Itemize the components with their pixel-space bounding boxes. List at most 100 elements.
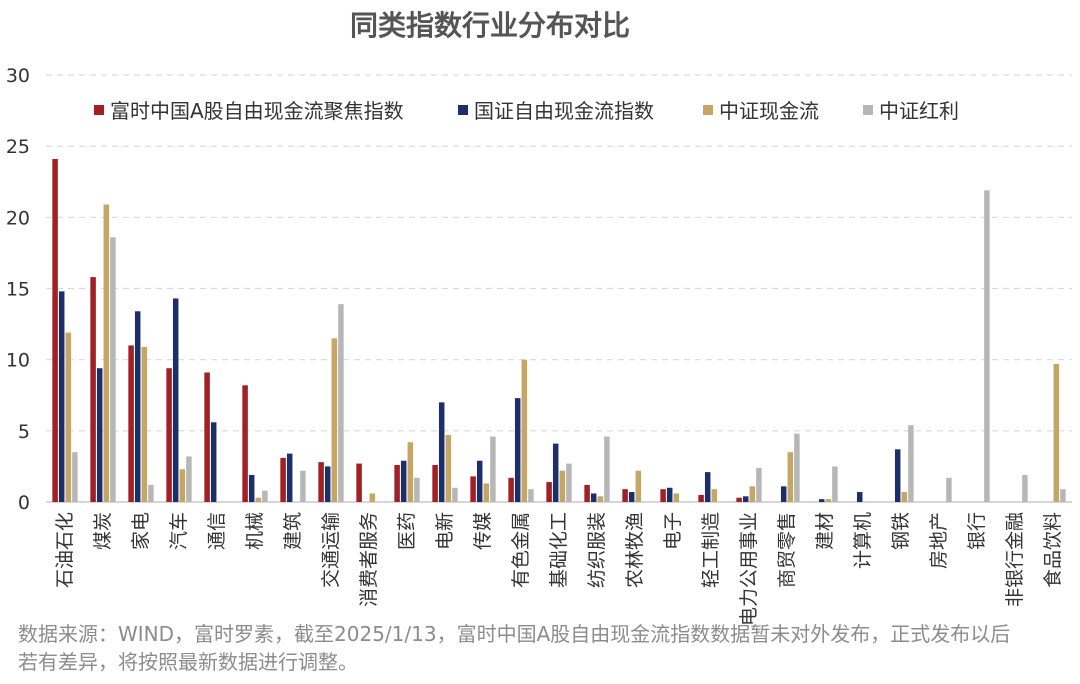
bar-3 — [559, 470, 566, 502]
bar-4 — [946, 477, 952, 502]
y-tick-label: 20 — [6, 207, 30, 229]
y-tick-label: 0 — [18, 492, 30, 514]
bar-4 — [908, 425, 914, 502]
bar-3 — [711, 489, 718, 502]
x-tick-label: 煤炭 — [92, 512, 114, 550]
bar-1 — [90, 277, 96, 502]
legend-label: 国证自由现金流指数 — [474, 99, 654, 123]
bar-1 — [356, 463, 362, 502]
legend: 富时中国A股自由现金流聚焦指数 国证自由现金流指数 中证现金流 中证红利 — [94, 99, 959, 123]
bar-3 — [65, 332, 72, 502]
bar-2 — [552, 443, 559, 502]
x-tick-label: 电力公用事业 — [738, 512, 760, 626]
bar-4 — [148, 484, 154, 502]
legend-label: 中证红利 — [879, 99, 959, 123]
bar-2 — [58, 291, 65, 502]
source-note: 数据来源：WIND，富时罗素，截至2025/1/13，富时中国A股自由现金流指数… — [18, 622, 1011, 674]
bar-4 — [1022, 474, 1028, 502]
bar-4 — [984, 190, 990, 503]
bar-1 — [432, 464, 438, 502]
x-tick-label: 通信 — [206, 512, 228, 550]
bar-4 — [186, 456, 192, 502]
bar-2 — [894, 449, 901, 502]
y-tick-label: 25 — [6, 136, 30, 158]
x-tick-label: 有色金属 — [510, 512, 532, 588]
bar-3 — [483, 483, 490, 502]
y-tick-label: 15 — [6, 279, 30, 301]
chart-title: 同类指数行业分布对比 — [350, 9, 630, 42]
bar-3 — [597, 496, 604, 502]
legend-swatch — [458, 105, 468, 115]
x-tick-label: 房地产 — [928, 512, 950, 569]
bar-3 — [369, 493, 376, 502]
bar-1 — [660, 489, 666, 502]
bar-1 — [166, 368, 172, 502]
bar-2 — [742, 496, 749, 502]
y-tick-label: 30 — [6, 65, 30, 87]
bar-1 — [318, 462, 324, 502]
bar-3 — [1053, 363, 1060, 502]
x-tick-label: 银行 — [966, 512, 988, 550]
bar-2 — [96, 368, 103, 502]
bar-2 — [134, 311, 141, 502]
bar-3 — [103, 204, 110, 502]
bar-2 — [286, 453, 293, 502]
bar-2 — [856, 492, 863, 502]
bar-4 — [452, 487, 458, 502]
bar-4 — [338, 304, 344, 502]
x-tick-label: 计算机 — [852, 512, 874, 569]
bar-1 — [698, 494, 704, 502]
x-tick-label: 医药 — [396, 512, 418, 550]
bar-3 — [901, 492, 908, 502]
bar-1 — [736, 497, 742, 502]
x-tick-label: 农林牧渔 — [624, 512, 646, 588]
bar-4 — [72, 452, 78, 502]
bar-2 — [780, 486, 787, 502]
y-tick-label: 5 — [18, 421, 30, 443]
bar-4 — [832, 466, 838, 502]
x-tick-label: 建材 — [814, 512, 836, 550]
x-tick-label: 轻工制造 — [700, 512, 722, 588]
bar-2 — [172, 298, 179, 502]
bar-1 — [204, 372, 210, 502]
bar-2 — [476, 460, 483, 502]
bar-1 — [622, 489, 628, 502]
legend-swatch — [94, 105, 104, 115]
bar-4 — [490, 436, 496, 502]
bar-4 — [1060, 489, 1066, 502]
bar-4 — [604, 436, 610, 502]
bar-1 — [280, 457, 286, 502]
bar-1 — [52, 158, 58, 503]
bar-4 — [794, 433, 800, 502]
bar-4 — [300, 470, 306, 502]
bar-4 — [262, 490, 268, 502]
bar-4 — [414, 477, 420, 502]
bar-2 — [400, 460, 407, 502]
bar-2 — [628, 492, 635, 502]
bar-3 — [673, 493, 680, 502]
bars — [52, 158, 1066, 503]
bar-3 — [255, 497, 262, 502]
x-tick-label: 传媒 — [472, 512, 494, 550]
bar-3 — [179, 469, 186, 502]
x-tick-label: 汽车 — [168, 512, 190, 550]
bar-4 — [566, 463, 572, 502]
grid-lines — [46, 74, 1072, 503]
bar-2 — [590, 493, 597, 502]
bar-3 — [635, 470, 642, 502]
x-tick-label: 钢铁 — [890, 512, 912, 550]
bar-2 — [514, 398, 521, 502]
bar-2 — [438, 402, 445, 502]
bar-3 — [521, 359, 528, 502]
legend-swatch — [703, 105, 713, 115]
bar-3 — [749, 486, 756, 502]
bar-2 — [248, 474, 255, 502]
bar-3 — [787, 452, 794, 502]
bar-1 — [508, 477, 514, 502]
bar-3 — [407, 442, 414, 502]
x-tick-label: 电新 — [434, 512, 456, 550]
bar-1 — [470, 476, 476, 502]
bar-1 — [242, 385, 248, 502]
bar-2 — [666, 487, 673, 502]
